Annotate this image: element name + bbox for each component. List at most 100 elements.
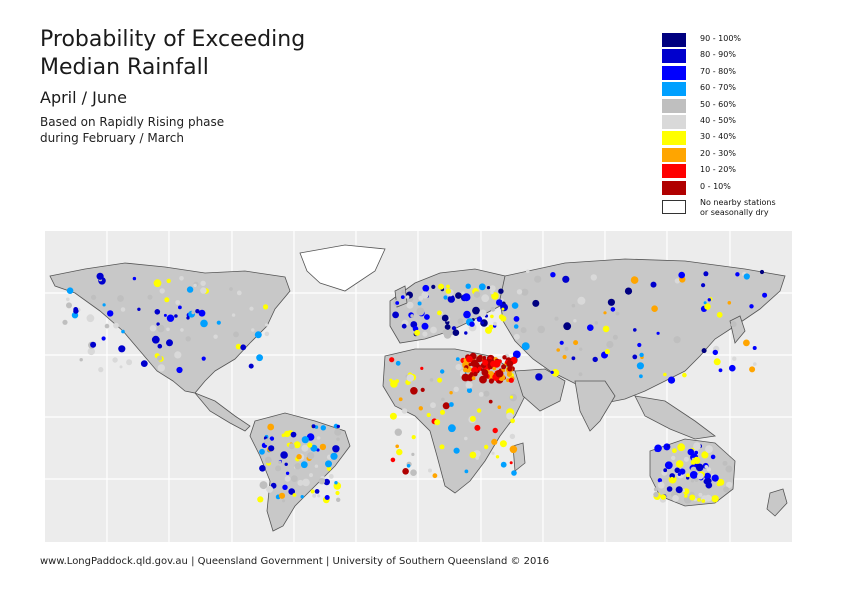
rainfall-station-dot — [637, 342, 642, 348]
india-landmass — [574, 380, 616, 432]
rainfall-station-dot — [491, 292, 499, 300]
rainfall-station-dot — [410, 387, 418, 395]
rainfall-station-dot — [390, 457, 396, 463]
rainfall-station-dot — [193, 283, 197, 288]
rainfall-station-dot — [428, 468, 432, 473]
rainfall-station-dot — [698, 492, 703, 497]
rainfall-station-dot — [104, 323, 110, 329]
rainfall-station-dot — [510, 418, 515, 424]
rainfall-station-dot — [491, 438, 498, 445]
period-label: April / June — [40, 88, 127, 107]
rainfall-station-dot — [278, 492, 286, 499]
rainfall-station-dot — [410, 314, 414, 318]
rainfall-station-dot — [653, 491, 659, 498]
rainfall-station-dot — [488, 378, 494, 384]
rainfall-station-dot — [430, 402, 436, 409]
rainfall-station-dot — [417, 301, 422, 306]
rainfall-station-dot — [174, 351, 182, 359]
rainfall-station-dot — [300, 461, 308, 469]
legend-item: 60 - 70% — [662, 81, 832, 97]
rainfall-station-dot — [501, 364, 507, 370]
rainfall-station-dot — [441, 314, 449, 322]
rainfall-station-dot — [690, 479, 695, 483]
rainfall-station-dot — [726, 481, 733, 489]
rainfall-station-dot — [602, 325, 610, 333]
rainfall-station-dot — [671, 455, 676, 461]
rainfall-station-dot — [753, 362, 757, 366]
rainfall-station-dot — [180, 328, 184, 332]
rainfall-station-dot — [666, 486, 673, 492]
rainfall-station-dot — [500, 315, 507, 322]
rainfall-station-dot — [424, 314, 430, 320]
rainfall-station-dot — [290, 475, 298, 482]
legend-item: 0 - 10% — [662, 180, 832, 196]
rainfall-station-dot — [297, 479, 304, 486]
rainfall-station-dot — [284, 462, 288, 466]
world-map — [45, 231, 792, 542]
rainfall-station-dot — [554, 316, 559, 321]
rainfall-station-dot — [697, 473, 704, 480]
rainfall-station-dot — [421, 291, 429, 299]
rainfall-station-dot — [411, 435, 416, 440]
legend-item: 70 - 80% — [662, 65, 832, 81]
rainfall-station-dot — [473, 291, 481, 298]
rainfall-station-dot — [414, 329, 421, 336]
rainfall-station-dot — [418, 295, 424, 301]
rainfall-station-dot — [257, 496, 264, 503]
rainfall-station-dot — [334, 428, 342, 436]
rainfall-station-dot — [711, 495, 719, 503]
rainfall-station-dot — [499, 440, 507, 448]
rainfall-station-dot — [151, 335, 160, 344]
rainfall-station-dot — [236, 290, 242, 296]
rainfall-station-dot — [559, 340, 564, 345]
rainfall-probability-dots — [62, 269, 768, 504]
rainfall-station-dot — [275, 465, 282, 472]
rainfall-station-dot — [102, 303, 106, 307]
rainfall-station-dot — [639, 352, 644, 358]
rainfall-station-dot — [395, 301, 400, 305]
rainfall-station-dot — [476, 316, 483, 322]
rainfall-station-dot — [592, 356, 598, 363]
rainfall-station-dot — [495, 455, 500, 459]
rainfall-station-dot — [468, 363, 472, 367]
rainfall-station-dot — [402, 468, 409, 475]
basis-line-2: during February / March — [40, 131, 184, 145]
rainfall-station-dot — [280, 451, 288, 459]
rainfall-station-dot — [233, 331, 239, 338]
rainfall-station-dot — [704, 465, 709, 469]
rainfall-station-dot — [249, 306, 254, 311]
rainfall-station-dot — [509, 395, 514, 399]
rainfall-station-dot — [229, 287, 233, 291]
rainfall-station-dot — [660, 494, 667, 500]
rainfall-station-dot — [607, 298, 616, 306]
rainfall-station-dot — [495, 369, 504, 378]
legend-label: 30 - 40% — [700, 132, 736, 142]
rainfall-station-dot — [465, 381, 473, 389]
rainfall-station-dot — [307, 452, 315, 460]
rainfall-station-dot — [478, 355, 483, 359]
rainfall-station-dot — [485, 326, 492, 334]
rainfall-station-dot — [325, 460, 332, 468]
legend-item-nodata: No nearby stations or seasonally dry — [662, 198, 832, 224]
rainfall-station-dot — [174, 314, 178, 318]
rainfall-station-dot — [686, 473, 690, 478]
rainfall-station-dot — [693, 456, 701, 464]
legend-label: 60 - 70% — [700, 83, 736, 93]
rainfall-station-dot — [730, 321, 737, 328]
rainfall-station-dot — [615, 311, 620, 316]
rainfall-station-dot — [712, 349, 718, 356]
rainfall-station-dot — [422, 284, 430, 292]
rainfall-station-dot — [176, 366, 183, 374]
rainfall-station-dot — [594, 321, 599, 325]
rainfall-station-dot — [328, 474, 334, 479]
rainfall-station-dot — [469, 451, 477, 459]
rainfall-station-dot — [606, 340, 614, 349]
rainfall-station-dot — [156, 355, 163, 361]
rainfall-station-dot — [335, 490, 340, 496]
rainfall-station-dot — [442, 329, 449, 336]
rainfall-station-dot — [563, 322, 572, 331]
rainfall-station-dot — [482, 355, 487, 360]
rainfall-station-dot — [610, 307, 616, 312]
rainfall-station-dot — [149, 325, 157, 332]
rainfall-station-dot — [573, 340, 579, 346]
